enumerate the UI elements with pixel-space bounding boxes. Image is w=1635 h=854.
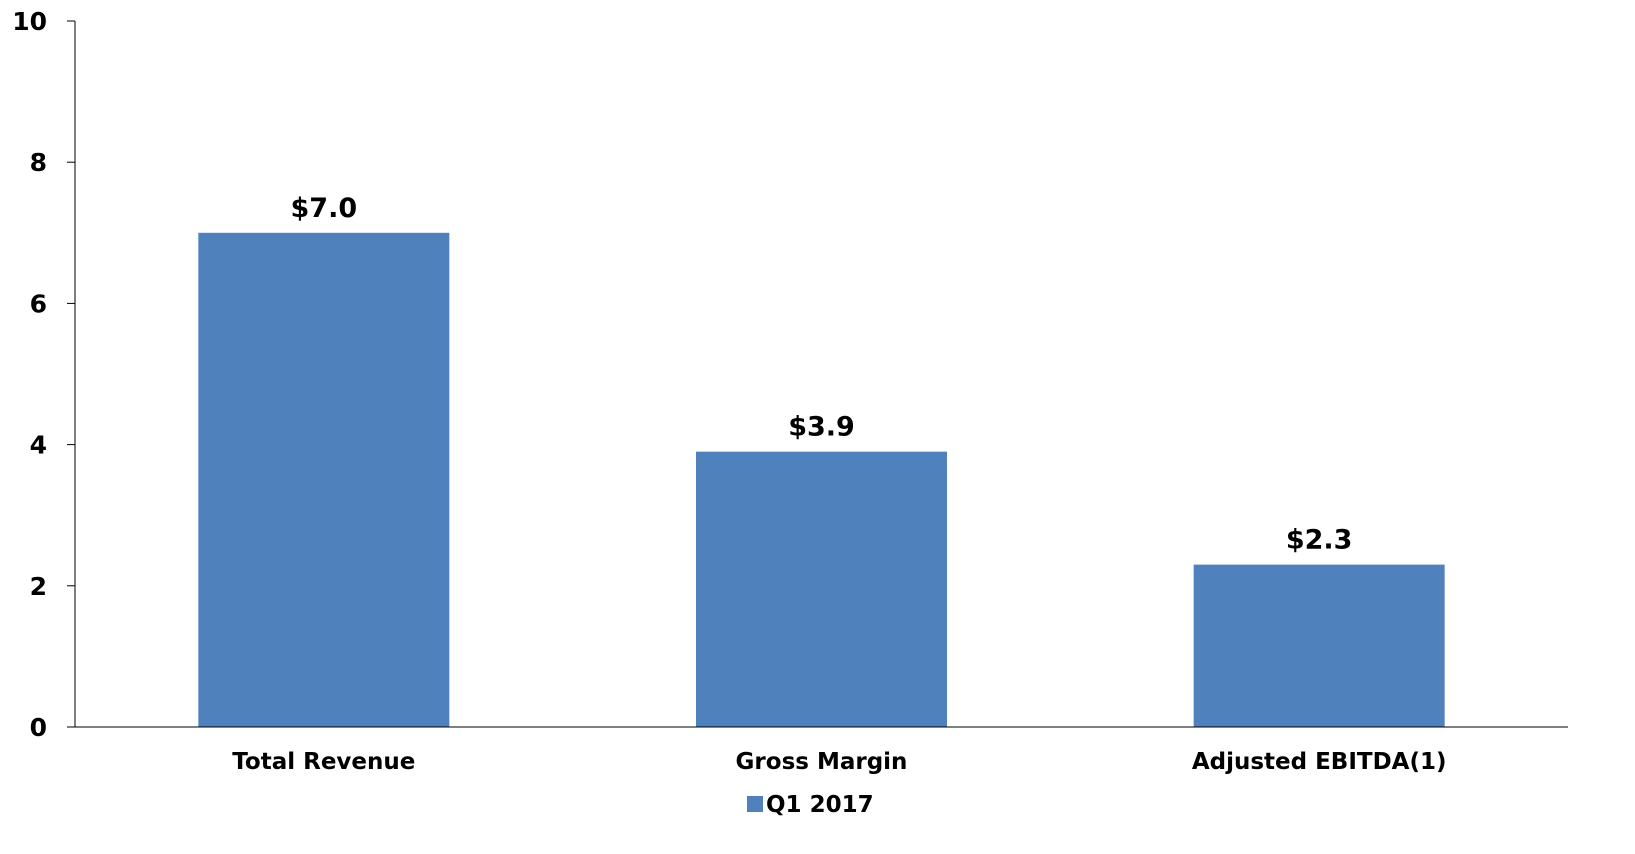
- y-axis: 0 2 4 6 8 10: [12, 7, 76, 742]
- bars: [198, 232, 1445, 728]
- y-tick-label: 4: [30, 431, 47, 460]
- legend-swatch-q1-2017: [747, 796, 763, 812]
- bar-data-label: $2.3: [1286, 525, 1353, 556]
- bar: [1193, 564, 1445, 727]
- bar: [198, 232, 450, 728]
- legend-label-q1-2017: Q1 2017: [766, 792, 874, 818]
- bar: [696, 451, 947, 727]
- bar-data-label: $7.0: [291, 193, 358, 224]
- y-tick-label: 6: [30, 289, 47, 318]
- x-axis: Total Revenue Gross Margin Adjusted EBITDA…: [75, 726, 1568, 775]
- y-tick-label: 10: [12, 7, 47, 36]
- bar-data-label: $3.9: [788, 412, 855, 443]
- x-category-label: Gross Margin: [736, 749, 908, 775]
- data-labels: $7.0 $3.9 $2.3: [291, 193, 1353, 556]
- legend: Q1 2017: [747, 792, 874, 818]
- x-category-label: Adjusted EBITDA(1): [1192, 749, 1447, 775]
- y-tick-label: 2: [30, 572, 47, 601]
- x-category-label: Total Revenue: [232, 749, 415, 775]
- y-tick-label: 8: [30, 148, 47, 177]
- y-tick-label: 0: [30, 713, 47, 742]
